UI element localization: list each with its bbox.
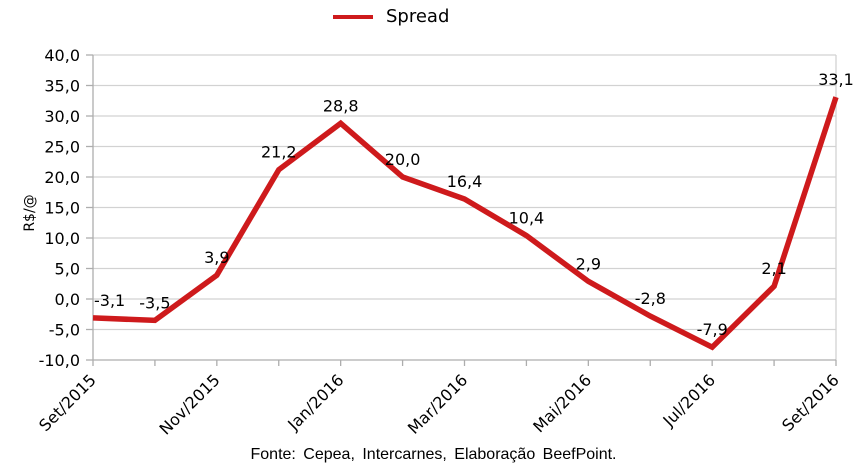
y-tick-label: 35,0 [44, 77, 80, 96]
y-tick-label: 30,0 [44, 107, 80, 126]
y-tick-label: 0,0 [55, 290, 80, 309]
data-label: -3,5 [139, 293, 170, 312]
source-note: Fonte: Cepea, Intercarnes, Elaboração Be… [250, 446, 617, 463]
data-label: 20,0 [385, 150, 421, 169]
data-label: -7,9 [697, 320, 728, 339]
x-tick-label: Mar/2016 [404, 370, 471, 437]
x-tick-label: Set/2016 [778, 370, 843, 435]
y-tick-label: 40,0 [44, 46, 80, 65]
data-label: 2,1 [761, 259, 786, 278]
x-tick-label: Nov/2015 [156, 370, 224, 438]
data-label: -2,8 [635, 289, 666, 308]
y-axis-title: R$/@ [22, 194, 38, 231]
legend: Spread [333, 6, 449, 27]
x-tick-label: Jul/2016 [659, 370, 719, 430]
data-label: 28,8 [323, 96, 359, 115]
x-tick-label: Set/2015 [35, 370, 100, 435]
data-label: 21,2 [261, 143, 297, 162]
y-tick-label: 25,0 [44, 138, 80, 157]
x-tick-label: Mai/2016 [529, 370, 595, 436]
y-tick-label: -5,0 [49, 321, 80, 340]
data-label: 16,4 [447, 172, 483, 191]
data-label: 33,1 [818, 70, 854, 89]
data-label: 10,4 [509, 209, 545, 228]
y-tick-label: 15,0 [44, 199, 80, 218]
legend-series-label: Spread [386, 6, 450, 27]
spread-line [92, 96, 839, 351]
x-tick-label: Jan/2016 [283, 370, 347, 434]
y-tick-label: 20,0 [44, 168, 80, 187]
data-label: 2,9 [576, 254, 601, 273]
legend-line-sample [333, 14, 373, 19]
data-label: 3,9 [204, 248, 229, 267]
y-tick-label: -10,0 [39, 351, 80, 370]
data-label: -3,1 [94, 291, 125, 310]
y-tick-label: 5,0 [55, 260, 80, 279]
y-tick-label: 10,0 [44, 229, 80, 248]
